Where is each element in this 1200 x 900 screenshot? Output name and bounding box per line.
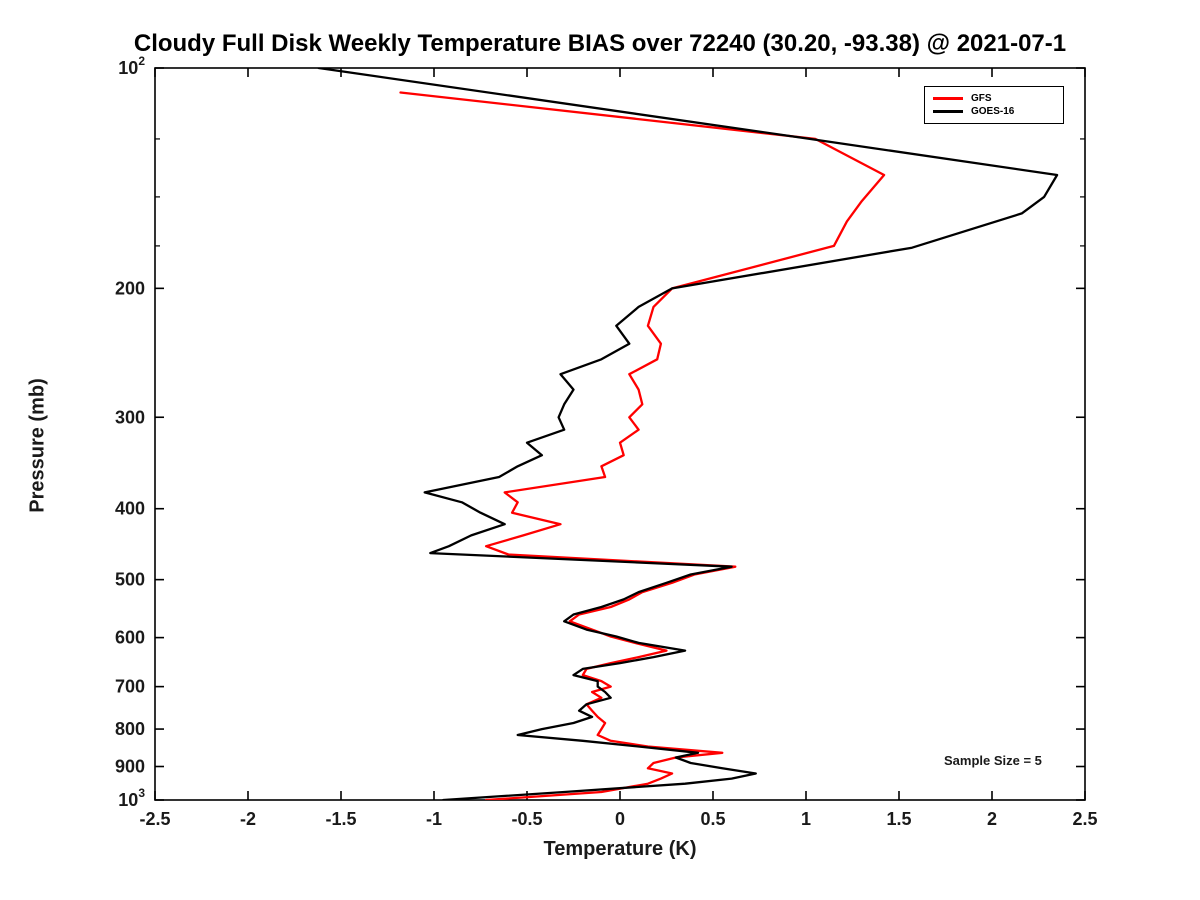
- gfs-line-swatch: [933, 97, 963, 100]
- y-tick-label: 300: [115, 407, 145, 427]
- y-tick-label: 900: [115, 757, 145, 777]
- axes-box: [154, 67, 1086, 801]
- goes16-line-swatch: [933, 110, 963, 113]
- sample-size-annotation: Sample Size = 5: [944, 753, 1042, 768]
- x-tick-label: 0.5: [700, 809, 725, 829]
- y-tick-label: 103: [118, 786, 145, 810]
- y-tick-label: 500: [115, 570, 145, 590]
- x-axis-label: Temperature (K): [543, 838, 697, 860]
- series-line-goes-16: [317, 68, 1059, 800]
- legend: GFS GOES-16: [924, 86, 1064, 124]
- x-tick-label: 0: [615, 809, 625, 829]
- y-tick-label: 400: [115, 499, 145, 519]
- x-tick-label: 2: [987, 809, 997, 829]
- x-tick-label: 1: [801, 809, 811, 829]
- series-line-gfs: [399, 91, 886, 800]
- legend-label-goes16: GOES-16: [971, 105, 1015, 117]
- x-tick-label: -1: [426, 809, 442, 829]
- y-tick-label: 600: [115, 628, 145, 648]
- y-axis-label: Pressure (mb): [26, 378, 49, 513]
- x-tick-label: 1.5: [886, 809, 911, 829]
- y-tick-label: 700: [115, 677, 145, 697]
- legend-row-gfs: GFS: [933, 92, 1055, 105]
- y-tick-label: 800: [115, 719, 145, 739]
- x-tick-label: -2.5: [139, 809, 170, 829]
- x-tick-label: -2: [240, 809, 256, 829]
- y-tick-label: 200: [115, 278, 145, 298]
- legend-row-goes16: GOES-16: [933, 105, 1055, 118]
- x-tick-label: -0.5: [511, 809, 542, 829]
- legend-label-gfs: GFS: [971, 92, 992, 104]
- chart-title: Cloudy Full Disk Weekly Temperature BIAS…: [133, 30, 1067, 57]
- x-tick-label: 2.5: [1072, 809, 1097, 829]
- x-tick-label: -1.5: [325, 809, 356, 829]
- y-tick-label: 102: [118, 54, 145, 78]
